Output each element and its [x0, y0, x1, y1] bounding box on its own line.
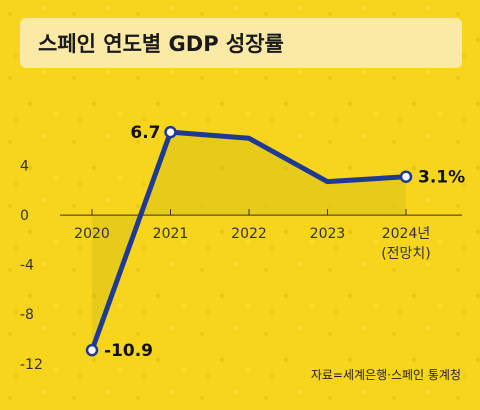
data-label: 6.7	[130, 123, 160, 143]
y-tick-label: -12	[20, 357, 43, 373]
chart-title: 스페인 연도별 GDP 성장률	[38, 32, 284, 56]
y-tick-label: -8	[20, 307, 34, 323]
x-tick-label: 2022	[231, 226, 267, 242]
x-tick-label: 2024년	[382, 226, 431, 242]
point-layer	[85, 125, 413, 357]
y-tick-label: -4	[20, 258, 34, 274]
source-note: 자료=세계은행·스페인 통계청	[311, 367, 461, 382]
y-tick-label: 4	[20, 159, 29, 175]
title-box	[20, 18, 462, 68]
y-tick-layer: 4 0 -4 -8 -12	[20, 159, 43, 373]
area-fill	[92, 132, 406, 351]
x-tick-label: 2021	[153, 226, 189, 242]
area-layer	[92, 132, 406, 351]
x-tick-sublabel: (전망치)	[381, 246, 431, 262]
series-line	[89, 129, 409, 353]
line-layer	[89, 129, 409, 353]
data-point-marker	[85, 343, 99, 357]
label-layer: -10.9 6.7 3.1%	[104, 123, 465, 361]
x-tick-label: 2023	[310, 226, 346, 242]
data-label: -10.9	[104, 341, 153, 361]
x-tick-layer: 2020 2021 2022 2023 2024년 (전망치)	[74, 209, 431, 262]
data-point-marker	[399, 170, 413, 183]
x-tick-label: 2020	[74, 226, 110, 242]
data-label: 3.1%	[418, 168, 465, 188]
data-point-marker	[164, 125, 177, 139]
y-tick-label: 0	[20, 208, 29, 224]
